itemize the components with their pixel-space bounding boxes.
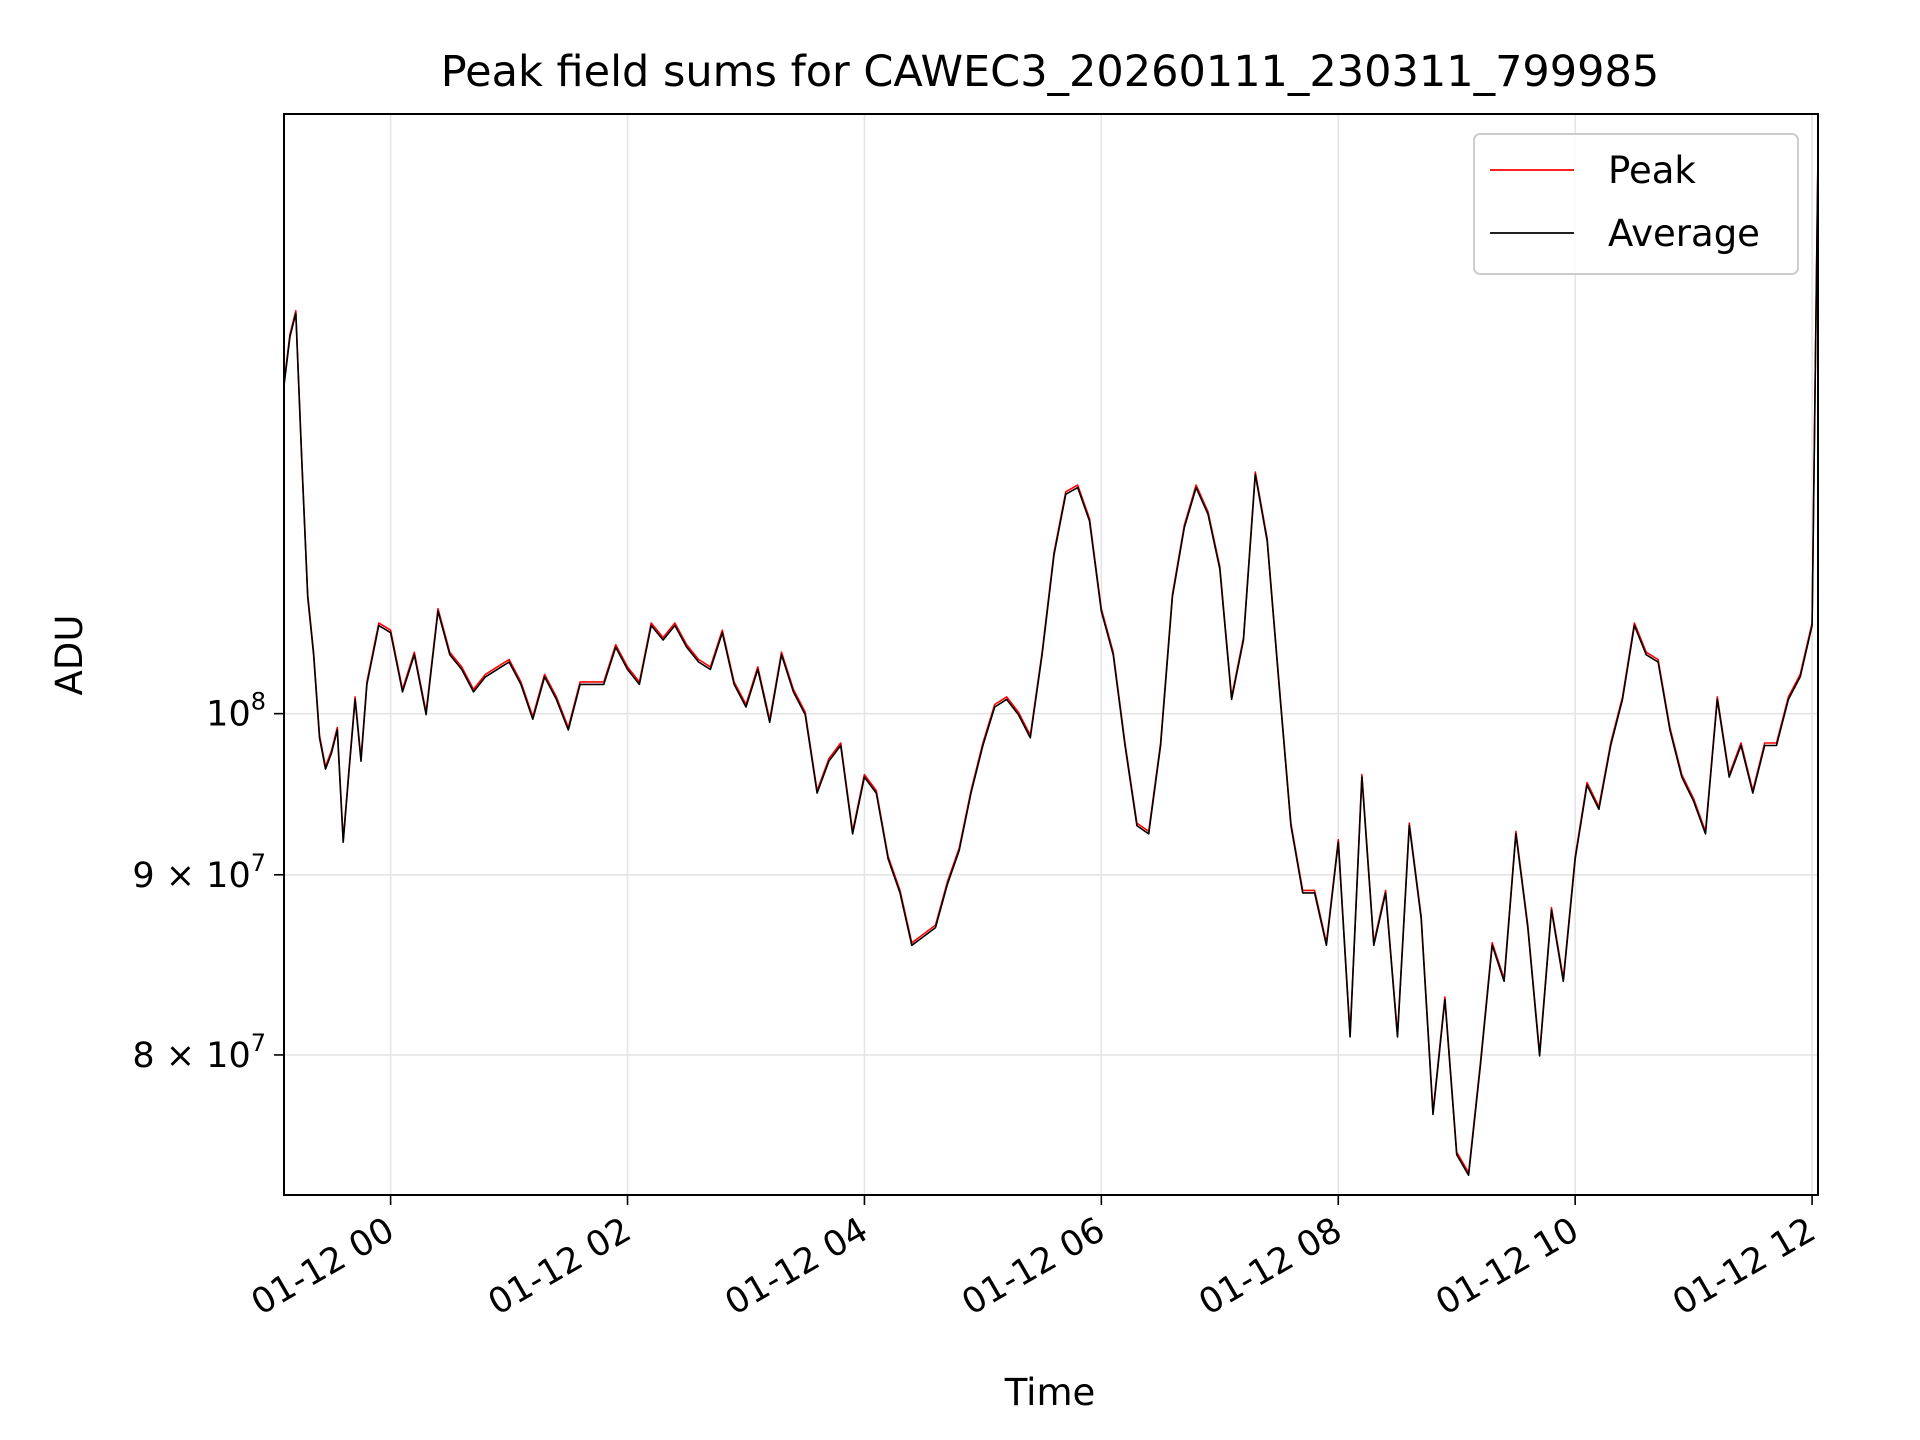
x-tick-label: 01-12 08	[1192, 1210, 1348, 1323]
y-tick-label: 9 × 107	[132, 849, 266, 896]
x-tick-label: 01-12 04	[719, 1210, 875, 1323]
y-axis: 108 9 × 107 8 × 107	[132, 688, 284, 1076]
x-tick-label: 01-12 02	[482, 1210, 638, 1323]
y-axis-label: ADU	[48, 615, 91, 696]
chart-title: Peak field sums for CAWEC3_20260111_2303…	[441, 47, 1659, 97]
x-tick-label: 01-12 06	[956, 1210, 1112, 1323]
x-axis: 01-12 00 01-12 02 01-12 04 01-12 06 01-12 08…	[245, 1195, 1823, 1323]
series-line-peak	[283, 154, 1819, 1174]
legend-average-label: Average	[1608, 212, 1760, 255]
grid	[284, 114, 1818, 1195]
plot-frame	[283, 113, 1819, 1196]
x-tick-label: 01-12 00	[245, 1210, 401, 1323]
y-tick-label: 8 × 107	[132, 1029, 266, 1076]
series-line-average	[283, 156, 1819, 1176]
x-tick-label: 01-12 12	[1666, 1210, 1822, 1323]
x-axis-label: Time	[1004, 1371, 1096, 1414]
legend-peak-label: Peak	[1608, 149, 1696, 192]
legend-box	[1473, 133, 1799, 275]
y-tick-label: 108	[206, 688, 266, 735]
x-tick-label: 01-12 10	[1429, 1210, 1585, 1323]
series-group	[283, 154, 1819, 1176]
legend: Peak Average	[1473, 133, 1799, 275]
